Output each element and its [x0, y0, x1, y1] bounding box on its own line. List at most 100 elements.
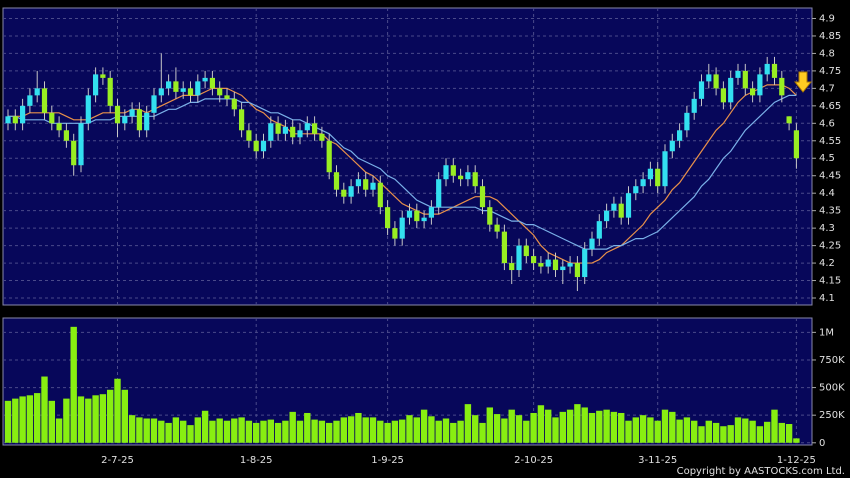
y-tick-label: 500K	[819, 383, 845, 394]
volume-bar	[34, 393, 41, 443]
y-tick-label: 4.3	[819, 223, 835, 234]
candle-body	[392, 228, 398, 239]
y-tick-label: 250K	[819, 410, 845, 421]
x-tick-label: 1-9-25	[371, 455, 404, 466]
candle-body	[516, 245, 522, 271]
candle-body	[589, 238, 595, 250]
volume-bar	[77, 396, 85, 443]
volume-bar	[654, 420, 661, 443]
volume-bar	[253, 422, 260, 443]
candle-body	[604, 210, 610, 222]
volume-bar	[194, 417, 201, 443]
candle-body	[377, 182, 383, 208]
candle-body	[260, 140, 267, 152]
candle-body	[224, 95, 230, 99]
volume-bar	[610, 411, 618, 443]
volume-bar	[274, 422, 282, 443]
volume-bar	[48, 400, 55, 443]
volume-bar	[464, 404, 472, 443]
candle-body	[574, 263, 580, 278]
volume-bar	[245, 420, 253, 443]
volume-bar	[756, 426, 764, 443]
volume-bar	[289, 411, 296, 443]
volume-bar	[420, 409, 428, 443]
volume-bar	[355, 412, 362, 443]
volume-bar	[362, 417, 369, 443]
volume-bar	[661, 409, 669, 443]
volume-bar	[384, 422, 391, 443]
candle-body	[552, 259, 559, 271]
copyright: Copyright by AASTOCKS.com Ltd.	[677, 466, 845, 477]
candle-body	[458, 175, 464, 180]
candle-body	[93, 74, 99, 96]
volume-bar	[727, 425, 734, 443]
candle-body	[706, 74, 712, 82]
y-tick-label: 4.7	[819, 83, 835, 94]
candle-body	[129, 109, 135, 117]
candle-body	[78, 123, 84, 166]
volume-bar	[647, 417, 654, 443]
y-tick-label: 4.35	[819, 206, 841, 217]
candle-body	[231, 98, 237, 110]
candle-body	[720, 88, 726, 103]
price-panel	[2, 7, 813, 306]
candle-body	[56, 123, 62, 131]
candle-body	[187, 88, 194, 96]
volume-bar	[691, 420, 698, 443]
y-tick-label: 4.15	[819, 276, 841, 287]
volume-bar	[165, 422, 172, 443]
volume-bar	[712, 422, 720, 443]
volume-bar	[55, 418, 63, 443]
volume-bar	[231, 418, 238, 443]
volume-bar	[223, 420, 231, 443]
candle-body	[246, 130, 252, 141]
candle-body	[465, 172, 471, 180]
volume-bar	[785, 424, 793, 443]
y-tick-label: 4.9	[819, 13, 835, 24]
volume-bar	[19, 396, 26, 443]
candle-body	[728, 77, 734, 103]
volume-bar	[479, 422, 486, 443]
volume-bar	[406, 415, 413, 443]
volume-bar	[216, 418, 223, 443]
volume-bar	[669, 411, 676, 443]
candle-body	[793, 130, 799, 159]
volume-bar	[742, 418, 749, 443]
candle-body	[122, 116, 128, 124]
volume-bar	[399, 419, 406, 443]
y-tick-label: 4.55	[819, 136, 841, 147]
candle-body	[158, 88, 164, 96]
x-tick-label: 3-11-25	[638, 455, 677, 466]
volume-bar	[238, 417, 245, 443]
candle-body	[114, 105, 121, 124]
volume-bar	[158, 420, 165, 443]
candle-body	[304, 123, 310, 131]
volume-bar	[632, 417, 639, 443]
y-tick-label: 4.8	[819, 48, 835, 59]
volume-bar	[41, 376, 48, 443]
candle-body	[611, 203, 617, 211]
candle-body	[501, 231, 507, 264]
volume-bar	[450, 422, 457, 443]
candle-body	[618, 203, 624, 218]
candle-body	[20, 105, 26, 124]
candle-body	[144, 112, 150, 131]
candle-body	[779, 77, 785, 96]
volume-bar	[260, 420, 267, 443]
volume-bar	[734, 417, 742, 443]
y-tick-label: 4.25	[819, 241, 841, 252]
candle-body	[414, 210, 420, 222]
candle-body	[85, 95, 91, 124]
x-tick-label: 1-12-25	[777, 455, 816, 466]
candle-body	[771, 63, 778, 78]
volume-bar	[515, 415, 523, 443]
volume-bar	[574, 404, 581, 443]
plot-layer: 4.1 4.15 4.2 4.25 4.3 4.35 4.4 4.45 4.5 4.55 4.6 4.…	[3, 8, 845, 466]
candle-body	[596, 221, 602, 239]
volume-bar	[333, 420, 340, 443]
volume-bar	[304, 412, 311, 443]
candle-body	[71, 140, 77, 166]
volume-bar	[435, 420, 442, 443]
